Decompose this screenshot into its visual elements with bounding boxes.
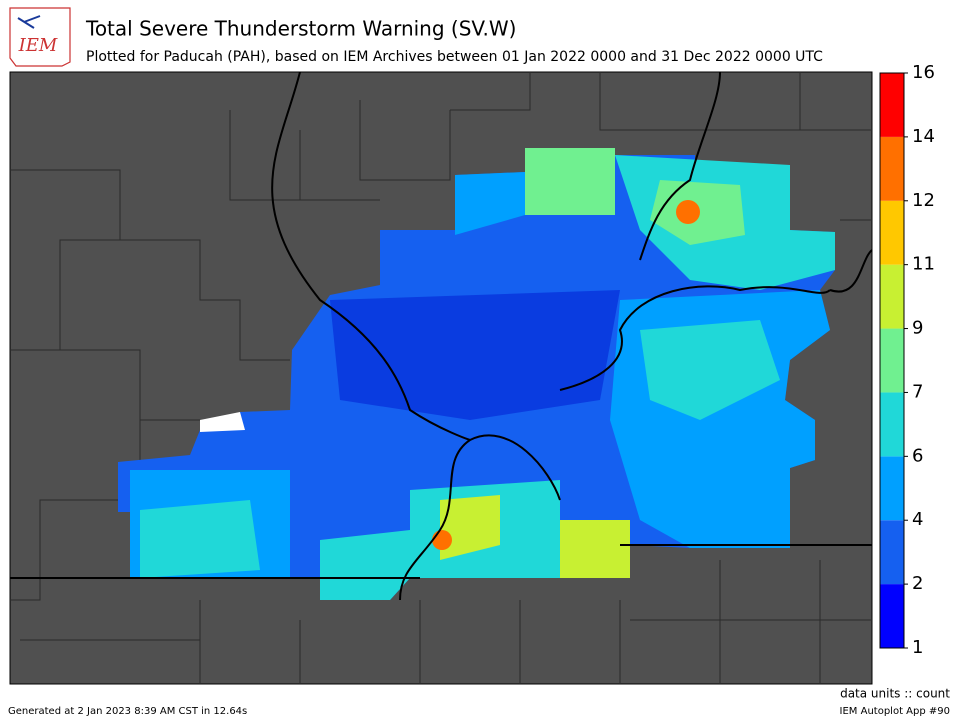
- coverage-patch: [640, 320, 780, 420]
- colorbar-tick-label: 7: [912, 381, 923, 402]
- county-lines: [10, 72, 872, 684]
- colorbar-band: [880, 392, 904, 457]
- colorbar-tick-label: 1: [912, 637, 923, 658]
- colorbar-band: [880, 73, 904, 137]
- logo: IEM: [9, 7, 71, 67]
- colorbar-band: [880, 584, 904, 648]
- colorbar-tick-label: 9: [912, 318, 923, 339]
- colorbar-tick-label: 14: [912, 126, 935, 147]
- coverage-patch: [330, 290, 620, 420]
- map: [9, 71, 873, 685]
- colorbar-frame: [879, 72, 905, 649]
- county-boundary: [10, 72, 872, 684]
- warning-coverage: [118, 148, 835, 600]
- logo-text: IEM: [18, 35, 58, 56]
- colorbar-tick-label: 11: [912, 254, 935, 275]
- colorbar-tick-label: 12: [912, 190, 935, 211]
- title: Total Severe Thunderstorm Warning (SV.W): [85, 17, 516, 41]
- coverage-patch: [455, 172, 525, 235]
- logo-icon: [17, 15, 41, 29]
- coverage-patch: [320, 530, 410, 600]
- colorbar-band: [880, 136, 904, 201]
- coverage-patch: [140, 500, 260, 578]
- colorbar-tick-label: 4: [912, 509, 923, 530]
- coverage-patch: [432, 530, 452, 550]
- colorbar-tick-label: 6: [912, 445, 923, 466]
- colorbar-tick-label: 2: [912, 573, 923, 594]
- colorbar-band: [880, 456, 904, 521]
- state-boundary: [10, 71, 873, 601]
- coverage-patch: [525, 148, 615, 215]
- app-note: IEM Autoplot App #90: [840, 706, 950, 717]
- coverage-gap: [200, 412, 245, 432]
- coverage-patch: [560, 520, 630, 578]
- state-lines: [10, 71, 873, 601]
- coverage-patch: [676, 200, 700, 224]
- colorbar-band: [880, 328, 904, 393]
- colorbar-tick-label: 16: [912, 62, 935, 83]
- subtitle: Plotted for Paducah (PAH), based on IEM …: [86, 49, 823, 65]
- colorbar-band: [880, 264, 904, 329]
- colorbar-band: [880, 200, 904, 265]
- colorbar-band: [880, 520, 904, 585]
- coverage-patch: [440, 495, 500, 560]
- units-label: data units :: count: [840, 687, 950, 701]
- generated-note: Generated at 2 Jan 2023 8:39 AM CST in 1…: [8, 706, 247, 717]
